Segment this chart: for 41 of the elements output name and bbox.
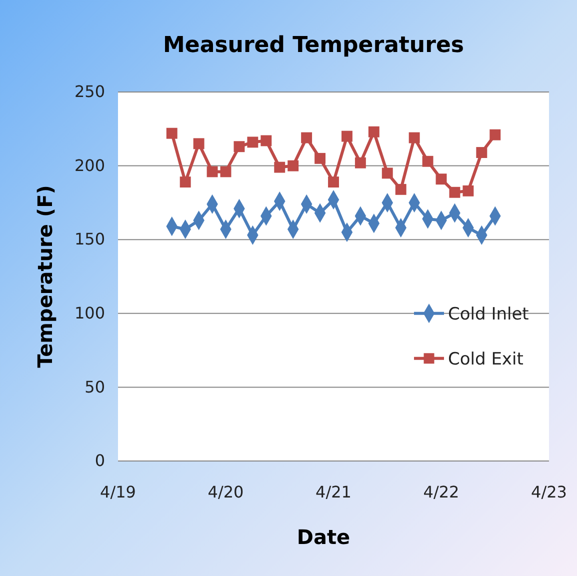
- y-tick-label: 50: [84, 377, 105, 396]
- y-tick-label: 100: [74, 304, 105, 323]
- point: [490, 129, 501, 140]
- point: [247, 136, 258, 148]
- point: [328, 176, 339, 188]
- chart-title: Measured Temperatures: [163, 33, 464, 58]
- point: [314, 152, 326, 164]
- x-tick-label: 4/23: [531, 482, 567, 502]
- point: [476, 147, 488, 158]
- point: [220, 166, 232, 178]
- x-tick-label: 4/20: [208, 482, 244, 502]
- point: [193, 138, 204, 150]
- x-tick-label: 4/22: [423, 482, 460, 502]
- point: [422, 156, 434, 167]
- point: [341, 130, 352, 142]
- point: [301, 132, 312, 144]
- point: [260, 135, 272, 146]
- point: [166, 128, 178, 139]
- point: [462, 185, 474, 196]
- point: [354, 157, 366, 168]
- x-tick-label: 4/19: [100, 482, 136, 502]
- point: [449, 186, 460, 198]
- legend-label: Cold Exit: [448, 349, 524, 370]
- y-tick-label: 150: [74, 230, 105, 249]
- point: [395, 184, 406, 195]
- y-tick-label: 200: [74, 156, 105, 175]
- point: [206, 166, 218, 178]
- legend-label: Cold Inlet: [448, 304, 530, 324]
- x-axis-title: Date: [296, 525, 350, 549]
- point: [408, 132, 420, 144]
- x-tick-label: 4/21: [316, 482, 352, 502]
- y-tick-label: 250: [74, 82, 105, 102]
- point: [274, 162, 286, 173]
- point: [288, 160, 299, 172]
- point: [234, 141, 245, 152]
- y-axis-title: Temperature (F): [33, 185, 57, 368]
- point: [382, 168, 393, 179]
- point: [180, 176, 191, 188]
- y-tick-label: 0: [94, 451, 105, 470]
- point: [436, 174, 447, 185]
- point: [368, 126, 380, 138]
